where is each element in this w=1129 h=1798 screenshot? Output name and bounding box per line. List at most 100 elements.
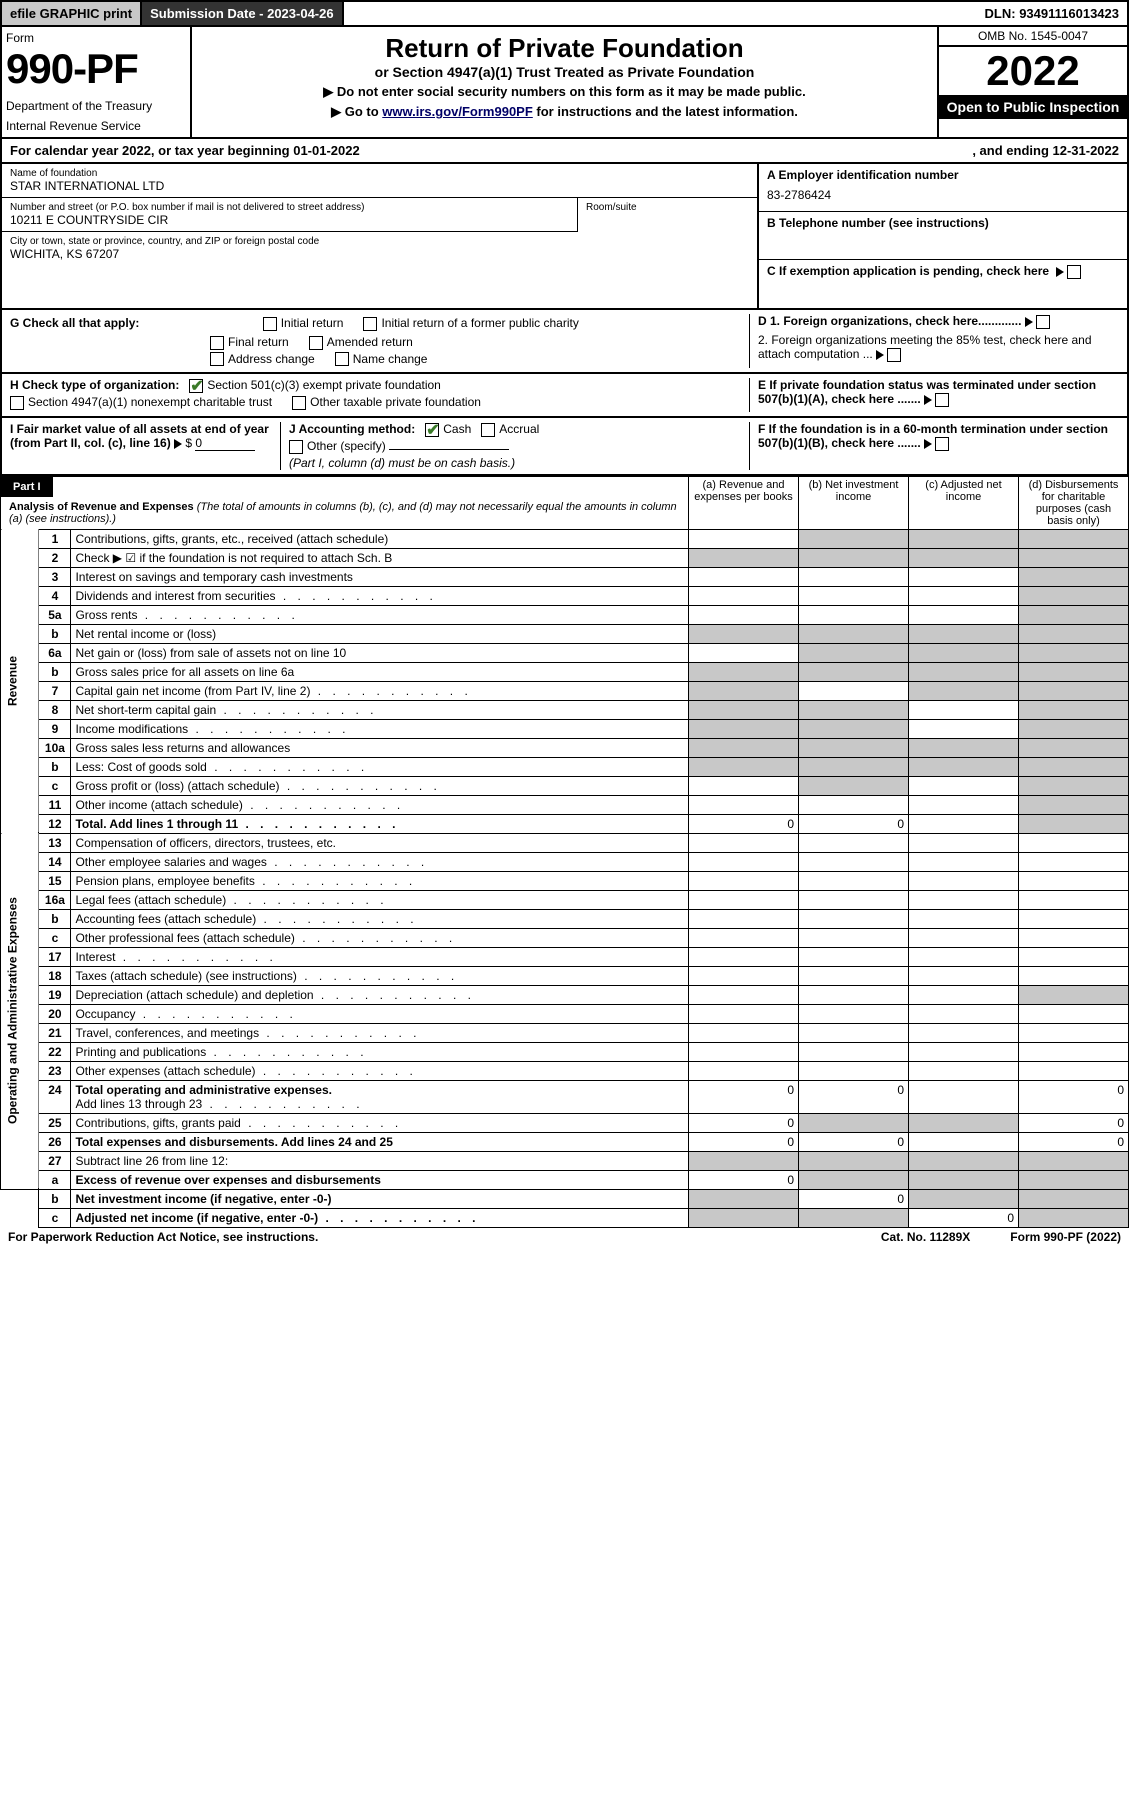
arrow-icon: [1025, 317, 1033, 327]
revenue-side-label: Revenue: [1, 529, 39, 833]
arrow-icon: [876, 350, 884, 360]
opt-amended: Amended return: [327, 335, 413, 349]
cb-other-method[interactable]: [289, 440, 303, 454]
row-11: Other income (attach schedule): [71, 795, 689, 814]
v12a: 0: [689, 814, 799, 833]
cb-accrual[interactable]: [481, 423, 495, 437]
irs-link[interactable]: www.irs.gov/Form990PF: [382, 104, 533, 119]
row-27a: Excess of revenue over expenses and disb…: [71, 1170, 689, 1189]
h-label: H Check type of organization:: [10, 378, 179, 392]
footer-mid: Cat. No. 11289X: [881, 1230, 970, 1244]
row-18: Taxes (attach schedule) (see instruction…: [71, 966, 689, 985]
col-c: (c) Adjusted net income: [909, 476, 1019, 529]
open-public-inspection: Open to Public Inspection: [939, 95, 1127, 119]
arrow-icon: [924, 395, 932, 405]
form-title: Return of Private Foundation: [198, 33, 931, 64]
row-23: Other expenses (attach schedule): [71, 1061, 689, 1080]
row-6a: Net gain or (loss) from sale of assets n…: [71, 643, 689, 662]
street-address: 10211 E COUNTRYSIDE CIR: [10, 213, 569, 227]
exemption-checkbox[interactable]: [1067, 265, 1081, 279]
row-5b: Net rental income or (loss): [71, 624, 689, 643]
exemption-label: C If exemption application is pending, c…: [767, 264, 1049, 278]
dln: DLN: 93491116013423: [977, 2, 1127, 25]
cb-initial-former[interactable]: [363, 317, 377, 331]
row-15: Pension plans, employee benefits: [71, 871, 689, 890]
opt-accrual: Accrual: [499, 422, 539, 436]
cb-initial-return[interactable]: [263, 317, 277, 331]
cb-d1[interactable]: [1036, 315, 1050, 329]
row-8: Net short-term capital gain: [71, 700, 689, 719]
cb-f[interactable]: [935, 437, 949, 451]
header-left: Form 990-PF Department of the Treasury I…: [2, 27, 192, 137]
ein-value: 83-2786424: [767, 188, 1119, 202]
city-value: WICHITA, KS 67207: [10, 247, 749, 261]
arrow-icon: [1056, 267, 1064, 277]
street-cell: Number and street (or P.O. box number if…: [2, 198, 577, 232]
form-note-1: ▶ Do not enter social security numbers o…: [198, 84, 931, 100]
v12b: 0: [799, 814, 909, 833]
section-h-e: H Check type of organization: Section 50…: [0, 374, 1129, 418]
goto-text-2: for instructions and the latest informat…: [533, 104, 798, 119]
exemption-cell: C If exemption application is pending, c…: [759, 260, 1127, 308]
row-27b: Net investment income (if negative, ente…: [71, 1189, 689, 1208]
arrow-icon: [174, 439, 182, 449]
row-16c: Other professional fees (attach schedule…: [71, 928, 689, 947]
row-14: Other employee salaries and wages: [71, 852, 689, 871]
cb-address-change[interactable]: [210, 352, 224, 366]
cb-name-change[interactable]: [335, 352, 349, 366]
foundation-name: STAR INTERNATIONAL LTD: [10, 179, 749, 193]
calendar-year-row: For calendar year 2022, or tax year begi…: [0, 139, 1129, 164]
form-number: 990-PF: [6, 45, 186, 93]
cb-final-return[interactable]: [210, 336, 224, 350]
city-label: City or town, state or province, country…: [10, 236, 749, 247]
cb-501c3[interactable]: [189, 379, 203, 393]
room-cell: Room/suite: [577, 198, 757, 232]
v26b: 0: [799, 1132, 909, 1151]
cb-other-taxable[interactable]: [292, 396, 306, 410]
v26a: 0: [689, 1132, 799, 1151]
cb-4947[interactable]: [10, 396, 24, 410]
name-label: Name of foundation: [10, 168, 749, 179]
form-label: Form: [6, 31, 186, 45]
submission-date: Submission Date - 2023-04-26: [142, 2, 344, 25]
phone-cell: B Telephone number (see instructions): [759, 212, 1127, 260]
header-right: OMB No. 1545-0047 2022 Open to Public In…: [937, 27, 1127, 137]
expenses-side-label: Operating and Administrative Expenses: [1, 833, 39, 1189]
row-10a: Gross sales less returns and allowances: [71, 738, 689, 757]
row-13: Compensation of officers, directors, tru…: [71, 833, 689, 852]
cb-e[interactable]: [935, 393, 949, 407]
row-16b: Accounting fees (attach schedule): [71, 909, 689, 928]
col-d: (d) Disbursements for charitable purpose…: [1019, 476, 1129, 529]
i-value: 0: [195, 436, 255, 451]
row-3: Interest on savings and temporary cash i…: [71, 567, 689, 586]
v24a: 0: [689, 1080, 799, 1113]
g-label: G Check all that apply:: [10, 316, 139, 330]
street-label: Number and street (or P.O. box number if…: [10, 202, 569, 213]
row-27: Subtract line 26 from line 12:: [71, 1151, 689, 1170]
arrow-icon: [924, 439, 932, 449]
cb-d2[interactable]: [887, 348, 901, 362]
row-20: Occupancy: [71, 1004, 689, 1023]
section-i-j-f: I Fair market value of all assets at end…: [0, 418, 1129, 476]
v26d: 0: [1019, 1132, 1129, 1151]
row-12: Total. Add lines 1 through 11: [71, 814, 689, 833]
opt-other-method: Other (specify): [307, 439, 386, 453]
v24b: 0: [799, 1080, 909, 1113]
cb-amended[interactable]: [309, 336, 323, 350]
top-bar: efile GRAPHIC print Submission Date - 20…: [0, 0, 1129, 27]
part1-table: Part I Analysis of Revenue and Expenses …: [0, 476, 1129, 1228]
cb-cash[interactable]: [425, 423, 439, 437]
row-27c: Adjusted net income (if negative, enter …: [71, 1208, 689, 1227]
opt-final: Final return: [228, 335, 289, 349]
v24d: 0: [1019, 1080, 1129, 1113]
row-25: Contributions, gifts, grants paid: [71, 1113, 689, 1132]
opt-address: Address change: [228, 352, 315, 366]
part1-label: Part I: [1, 477, 53, 497]
opt-initial-former: Initial return of a former public charit…: [381, 316, 578, 330]
v27b: 0: [799, 1189, 909, 1208]
efile-label: efile GRAPHIC print: [2, 2, 142, 25]
opt-4947: Section 4947(a)(1) nonexempt charitable …: [28, 395, 272, 409]
footer-right: Form 990-PF (2022): [1010, 1230, 1121, 1244]
city-cell: City or town, state or province, country…: [2, 232, 757, 265]
goto-text: ▶ Go to: [331, 104, 382, 119]
